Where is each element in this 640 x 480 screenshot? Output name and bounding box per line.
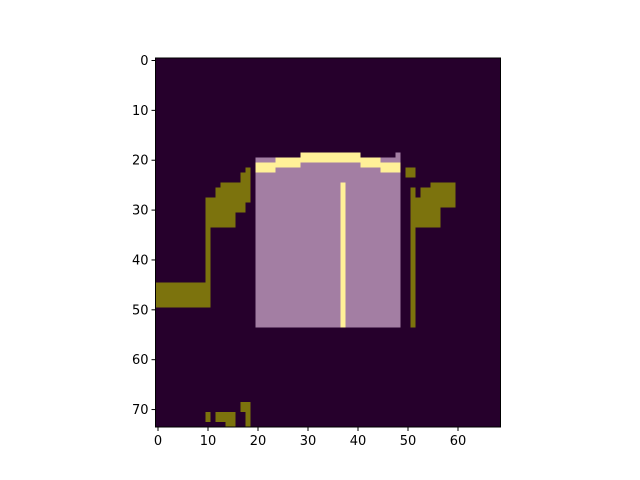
y-axis: 0 10 20 30 40 50 60 70 xyxy=(132,54,156,418)
heatmap-region-accent xyxy=(245,167,251,183)
y-tick-label: 60 xyxy=(132,353,149,368)
heatmap-region-accent xyxy=(155,282,211,308)
heatmap-regions xyxy=(155,152,456,427)
heatmap-region-accent xyxy=(225,417,236,427)
heatmap-region-accent xyxy=(220,182,251,203)
heatmap-region-accent xyxy=(405,167,416,178)
x-tick-label: 10 xyxy=(200,434,217,449)
y-tick-label: 50 xyxy=(132,303,149,318)
heatmap-region-highlight xyxy=(300,152,361,163)
y-tick-label: 20 xyxy=(132,154,149,169)
y-tick-label: 10 xyxy=(132,104,149,119)
x-tick-label: 30 xyxy=(300,434,317,449)
heatmap-region-accent xyxy=(215,412,236,423)
plot-area xyxy=(155,58,501,427)
axes-frame xyxy=(155,57,501,428)
heatmap-region-accent xyxy=(430,182,456,203)
x-axis: 0 10 20 30 40 50 60 xyxy=(154,427,466,449)
heatmap-region-accent xyxy=(245,407,251,427)
y-tick-label: 30 xyxy=(132,204,149,219)
x-tick-label: 0 xyxy=(154,434,162,449)
heatmap-region-highlight xyxy=(340,182,346,328)
heatmap-region-highlight xyxy=(255,162,276,173)
heatmap-region-highlight xyxy=(360,157,381,168)
heatmap-region-garment xyxy=(255,157,401,328)
heatmap-region-accent xyxy=(205,412,211,423)
heatmap-region-accent xyxy=(205,197,211,288)
x-tick-label: 40 xyxy=(350,434,367,449)
y-tick-label: 40 xyxy=(132,253,149,268)
heatmap-region-accent xyxy=(240,172,246,183)
heatmap-region-garment xyxy=(395,152,401,163)
x-tick-label: 60 xyxy=(450,434,467,449)
heatmap-region-accent xyxy=(410,187,416,328)
x-tick-label: 20 xyxy=(250,434,267,449)
x-tick-label: 50 xyxy=(400,434,417,449)
heatmap-region-highlight xyxy=(380,162,401,173)
y-tick-label: 0 xyxy=(140,54,148,69)
y-tick-label: 70 xyxy=(132,403,149,418)
heatmap-region-highlight xyxy=(275,157,301,168)
